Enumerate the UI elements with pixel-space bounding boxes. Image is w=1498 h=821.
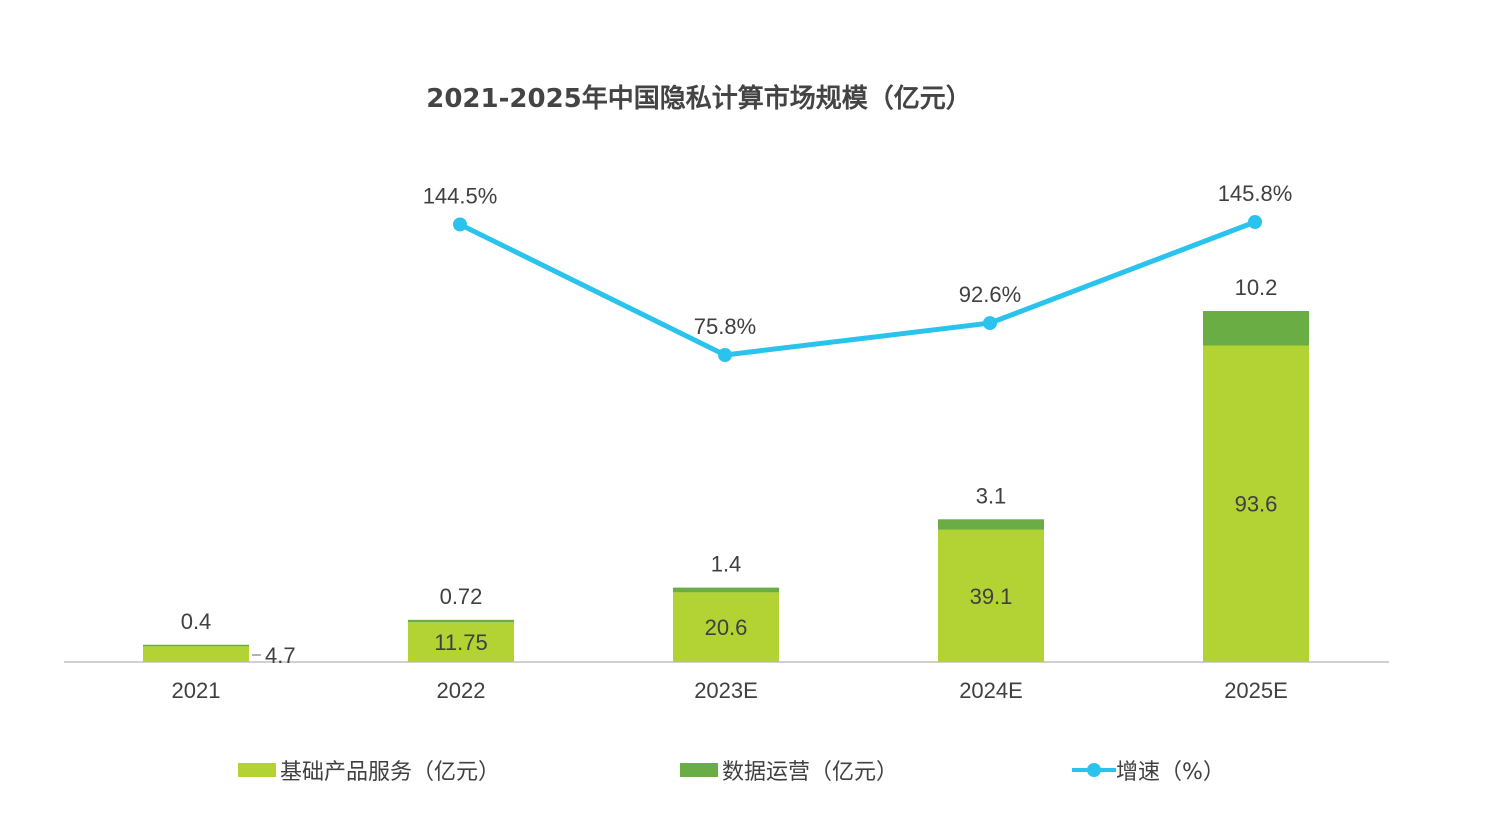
legend-label-base-product: 基础产品服务（亿元） [280,760,501,785]
data-label-base-product: 11.75 [434,630,487,655]
legend-swatch-data-ops [680,763,718,777]
data-label-data-ops: 10.2 [1235,275,1278,300]
x-tick-label: 2023E [694,678,758,703]
data-label-growth: 92.6% [959,282,1021,307]
data-label-base-product: 4.7 [265,643,296,668]
legend-label-data-ops: 数据运营（亿元） [722,760,899,785]
bar-base-product [143,646,249,662]
bar-data-ops [938,519,1044,530]
data-label-data-ops: 0.72 [440,584,483,609]
x-tick-label: 2022 [437,678,486,703]
growth-point [718,348,732,362]
data-label-base-product: 39.1 [970,584,1013,609]
bar-base-product [1203,345,1309,662]
growth-point [453,217,467,232]
legend-swatch-growth [1072,763,1116,777]
x-tick-label: 2025E [1224,678,1288,703]
bar-base-product [408,622,514,662]
legend-label-growth: 增速（%） [1116,760,1225,785]
data-label-data-ops: 0.4 [181,609,212,634]
data-label-data-ops: 3.1 [976,483,1007,508]
legend-swatch-base-product [238,763,276,777]
data-label-data-ops: 1.4 [711,552,742,577]
data-label-growth: 145.8% [1218,181,1293,206]
legend-item-data-ops: 数据运营（亿元） [680,752,898,788]
bar-data-ops [1203,311,1309,346]
bar-data-ops [143,644,249,647]
data-label-base-product: 20.6 [705,615,748,640]
chart-title: 2021-2025年中国隐私计算市场规模（亿元） [426,84,972,114]
data-label-growth: 144.5% [423,183,498,208]
x-tick-label: 2021 [172,678,221,703]
bar-base-product [938,529,1044,662]
growth-point [983,316,997,331]
data-label-base-product: 93.6 [1235,492,1278,517]
bar-data-ops [408,619,514,623]
growth-point [1248,215,1262,229]
data-label-growth: 75.8% [694,314,756,339]
bar-base-product [673,592,779,662]
legend-item-growth: 增速（%） [1072,752,1225,788]
x-tick-label: 2024E [959,678,1023,703]
legend-item-base-product: 基础产品服务（亿元） [238,752,500,788]
bar-data-ops [673,587,779,593]
growth-line [458,219,1256,358]
